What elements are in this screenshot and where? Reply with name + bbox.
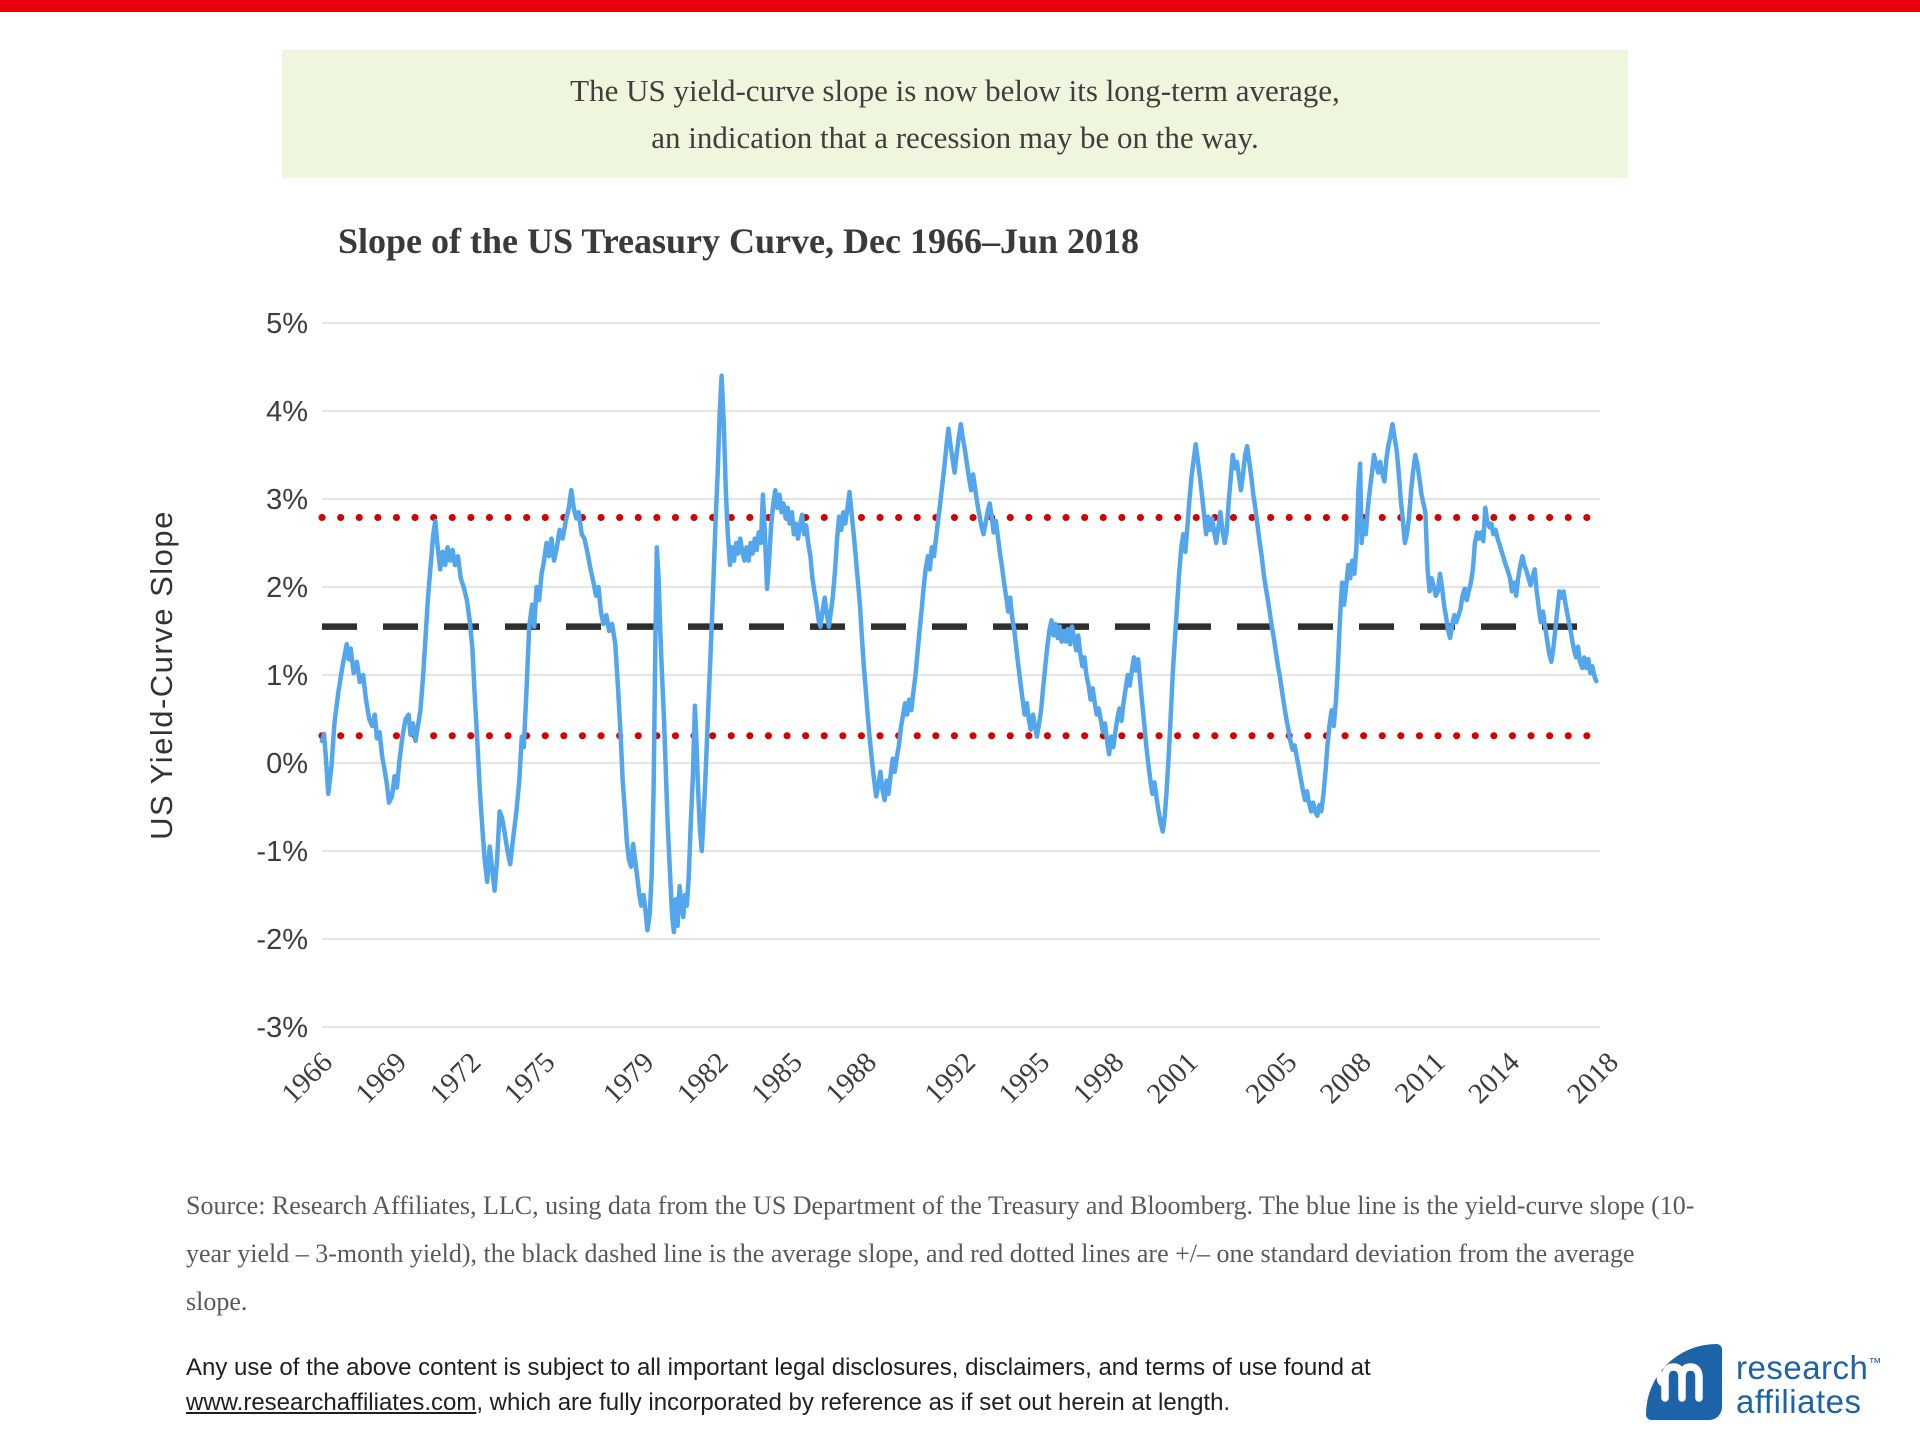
- legal-disclaimer: Any use of the above content is subject …: [186, 1350, 1386, 1420]
- y-axis-title: US Yield-Curve Slope: [144, 510, 179, 840]
- research-affiliates-logo: research™ affiliates: [1646, 1344, 1882, 1420]
- yield-curve-slope-line: [319, 373, 1599, 935]
- trademark-symbol: ™: [1868, 1354, 1882, 1370]
- research-affiliates-link[interactable]: www.researchaffiliates.com: [186, 1389, 477, 1416]
- x-tick-label: 1988: [819, 1046, 883, 1110]
- x-tick-label: 2001: [1141, 1046, 1205, 1110]
- source-note-line-1: Source: Research Affiliates, LLC, using …: [186, 1191, 1695, 1220]
- x-tick-label: 1995: [992, 1046, 1056, 1110]
- x-tick-label: 2011: [1389, 1046, 1452, 1109]
- y-tick-label: 2%: [266, 572, 308, 604]
- headline-line-1: The US yield-curve slope is now below it…: [570, 73, 1340, 108]
- x-tick-label: 1966: [275, 1046, 339, 1110]
- x-tick-label: 1982: [671, 1046, 735, 1110]
- x-tick-label: 1975: [498, 1046, 562, 1110]
- headline-banner: The US yield-curve slope is now below it…: [282, 50, 1628, 178]
- x-tick-label: 2018: [1561, 1046, 1625, 1110]
- headline-line-2: an indication that a recession may be on…: [651, 120, 1259, 155]
- logo-word-affiliates: affiliates: [1736, 1382, 1862, 1420]
- logo-wordmark: research™ affiliates: [1736, 1346, 1882, 1419]
- source-note-line-2: year yield – 3-month yield), the black d…: [186, 1239, 1635, 1268]
- y-tick-label: 4%: [266, 396, 308, 428]
- disclaimer-text-after-link: , which are fully incorporated by refere…: [476, 1389, 1231, 1416]
- y-tick-label: 0%: [266, 748, 308, 780]
- x-tick-label: 1985: [745, 1046, 809, 1110]
- source-note-line-3: slope.: [186, 1287, 248, 1316]
- y-tick-label: 5%: [266, 308, 308, 340]
- x-tick-label: 2008: [1314, 1046, 1378, 1110]
- x-tick-label: 1972: [424, 1046, 488, 1110]
- ra-monogram-glyph: [1656, 1363, 1703, 1402]
- x-tick-label: 1992: [918, 1046, 982, 1110]
- y-tick-label: -3%: [256, 1012, 308, 1044]
- y-tick-label: -2%: [256, 924, 308, 956]
- logo-word-research: research: [1736, 1348, 1869, 1386]
- source-note: Source: Research Affiliates, LLC, using …: [186, 1182, 1766, 1326]
- x-tick-label: 2005: [1240, 1046, 1304, 1110]
- y-tick-label: 1%: [266, 660, 308, 692]
- x-tick-label: 2014: [1462, 1046, 1526, 1110]
- ra-monogram-icon: [1646, 1344, 1722, 1420]
- x-tick-label: 1979: [597, 1046, 661, 1110]
- x-tick-label: 1998: [1067, 1046, 1131, 1110]
- chart-title: Slope of the US Treasury Curve, Dec 1966…: [338, 221, 1139, 261]
- y-tick-label: -1%: [256, 836, 308, 868]
- y-tick-label: 3%: [266, 484, 308, 516]
- x-tick-label: 1969: [349, 1046, 413, 1110]
- top-accent-bar: [0, 0, 1920, 12]
- disclaimer-text-before-link: Any use of the above content is subject …: [186, 1354, 1371, 1381]
